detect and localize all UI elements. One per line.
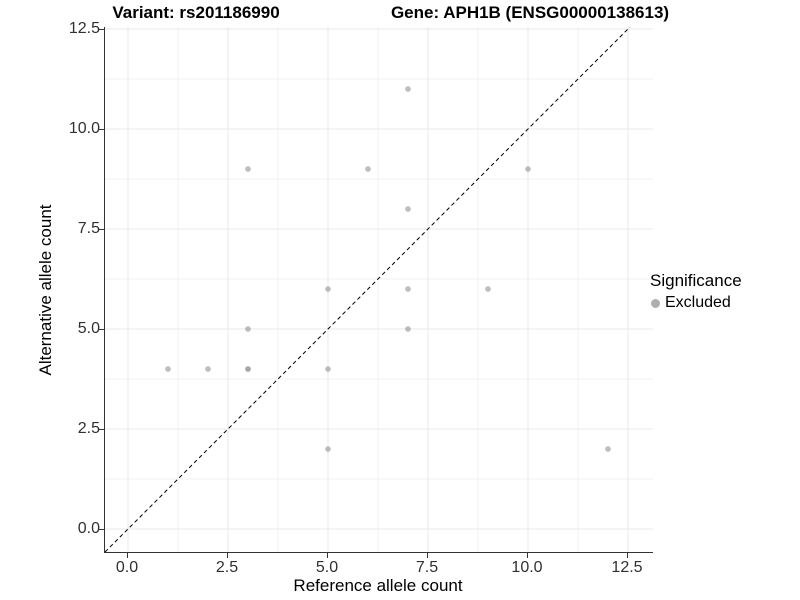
data-point — [165, 366, 171, 372]
y-tick-mark — [99, 529, 104, 530]
y-tick-label: 12.5 — [68, 20, 100, 37]
excluded-point-icon — [651, 298, 660, 308]
data-point — [245, 366, 251, 372]
y-tick-label: 0.0 — [77, 520, 100, 537]
data-point — [405, 86, 411, 92]
data-point — [405, 326, 411, 332]
data-point — [525, 166, 531, 172]
y-tick-label: 10.0 — [68, 120, 100, 137]
scatter-canvas — [105, 27, 653, 552]
data-point — [325, 446, 331, 452]
data-point — [325, 286, 331, 292]
y-tick-mark — [99, 429, 104, 430]
data-point — [325, 366, 331, 372]
y-tick-mark — [99, 229, 104, 230]
x-tick-mark — [327, 553, 328, 558]
y-tick-mark — [99, 29, 104, 30]
y-tick-mark — [99, 329, 104, 330]
x-tick-label: 5.0 — [315, 559, 339, 576]
x-tick-mark — [627, 553, 628, 558]
plot-panel — [104, 27, 653, 553]
data-point — [405, 206, 411, 212]
x-tick-label: 2.5 — [215, 559, 239, 576]
plot-title-gene: Gene: APH1B (ENSG00000138613) — [390, 3, 670, 22]
x-tick-mark — [427, 553, 428, 558]
data-point — [205, 366, 211, 372]
y-tick-label: 2.5 — [77, 420, 100, 437]
y-tick-label: 7.5 — [77, 220, 100, 237]
x-axis-title: Reference allele count — [293, 576, 463, 595]
y-tick-mark — [99, 129, 104, 130]
identity-reference-line — [105, 27, 631, 552]
legend-item-label: Excluded — [665, 294, 731, 311]
legend: Significance Excluded — [650, 271, 742, 312]
data-point — [485, 286, 491, 292]
data-point — [365, 166, 371, 172]
x-tick-label: 12.5 — [611, 559, 643, 576]
plot-title-variant: Variant: rs201186990 — [112, 3, 280, 22]
y-tick-label: 5.0 — [77, 320, 100, 337]
legend-title: Significance — [650, 271, 742, 290]
data-point — [245, 166, 251, 172]
x-tick-label: 7.5 — [415, 559, 439, 576]
x-tick-label: 0.0 — [115, 559, 139, 576]
data-point — [245, 326, 251, 332]
data-point — [605, 446, 611, 452]
x-tick-mark — [527, 553, 528, 558]
x-tick-label: 10.0 — [511, 559, 543, 576]
legend-item-excluded: Excluded — [650, 294, 742, 312]
y-axis-title: Alternative allele count — [36, 204, 55, 376]
x-tick-mark — [227, 553, 228, 558]
x-tick-mark — [127, 553, 128, 558]
data-point — [405, 286, 411, 292]
